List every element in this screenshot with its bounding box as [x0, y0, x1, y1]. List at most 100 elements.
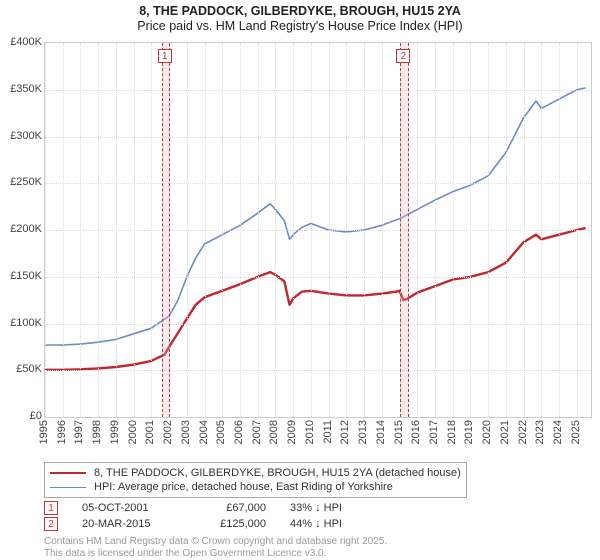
x-tick-label: 2008: [268, 420, 280, 444]
x-tick-label: 1998: [91, 420, 103, 444]
gridline-v: [470, 43, 471, 417]
gridline-v: [187, 43, 188, 417]
x-tick-label: 1997: [73, 420, 85, 444]
gridline-v: [45, 43, 46, 417]
event-price: £67,000: [196, 502, 266, 514]
gridline-v: [275, 43, 276, 417]
x-tick-label: 2023: [534, 420, 546, 444]
gridline-v: [151, 43, 152, 417]
y-tick-label: £400K: [2, 36, 42, 48]
x-tick-label: 2009: [286, 420, 298, 444]
gridline-v: [240, 43, 241, 417]
footer-line: This data is licensed under the Open Gov…: [44, 548, 387, 560]
x-tick-label: 2005: [215, 420, 227, 444]
footer-attribution: Contains HM Land Registry data © Crown c…: [44, 536, 387, 559]
x-tick-label: 2024: [552, 420, 564, 444]
event-price: £125,000: [196, 518, 266, 530]
gridline-v: [98, 43, 99, 417]
x-tick-label: 2003: [180, 420, 192, 444]
y-tick-label: £300K: [2, 130, 42, 142]
footer-line: Contains HM Land Registry data © Crown c…: [44, 536, 387, 548]
x-tick-label: 1996: [56, 420, 68, 444]
gridline-v: [116, 43, 117, 417]
gridline-v: [346, 43, 347, 417]
y-tick-label: £250K: [2, 176, 42, 188]
legend-item-hpi: HPI: Average price, detached house, East…: [50, 480, 461, 494]
x-tick-label: 2002: [162, 420, 174, 444]
x-tick-label: 2022: [517, 420, 529, 444]
y-tick-label: £150K: [2, 270, 42, 282]
y-tick-label: £100K: [2, 317, 42, 329]
gridline-v: [134, 43, 135, 417]
gridline-v: [417, 43, 418, 417]
x-tick-label: 2001: [144, 420, 156, 444]
gridline-h: [45, 277, 591, 278]
gridline-v: [311, 43, 312, 417]
gridline-v: [258, 43, 259, 417]
x-tick-label: 1999: [109, 420, 121, 444]
event-id-box: 1: [44, 501, 58, 515]
gridline-h: [45, 324, 591, 325]
gridline-v: [488, 43, 489, 417]
plot-area: 12: [44, 42, 592, 418]
gridline-v: [80, 43, 81, 417]
chart-subtitle: Price paid vs. HM Land Registry's House …: [0, 19, 600, 33]
legend-label: HPI: Average price, detached house, East…: [94, 481, 393, 493]
legend-swatch-hpi: [50, 487, 86, 488]
gridline-v: [364, 43, 365, 417]
x-tick-label: 1995: [38, 420, 50, 444]
y-tick-label: £50K: [2, 363, 42, 375]
event-marker-box: 1: [158, 49, 172, 63]
chart-title: 8, THE PADDOCK, GILBERDYKE, BROUGH, HU15…: [0, 4, 600, 18]
y-tick-label: £0: [2, 410, 42, 422]
x-tick-label: 2004: [198, 420, 210, 444]
gridline-v: [293, 43, 294, 417]
y-tick-label: £350K: [2, 83, 42, 95]
y-tick-label: £200K: [2, 223, 42, 235]
event-delta: 44% ↓ HPI: [290, 518, 380, 530]
x-tick-label: 2019: [463, 420, 475, 444]
x-tick-label: 2016: [410, 420, 422, 444]
x-tick-label: 2020: [481, 420, 493, 444]
x-tick-label: 2007: [251, 420, 263, 444]
event-marker-band: [162, 43, 170, 417]
legend: 8, THE PADDOCK, GILBERDYKE, BROUGH, HU15…: [44, 462, 467, 498]
chart-container: { "title": "8, THE PADDOCK, GILBERDYKE, …: [0, 0, 600, 560]
legend-swatch-property: [50, 472, 86, 474]
event-row: 1 05-OCT-2001 £67,000 33% ↓ HPI: [44, 500, 380, 516]
x-tick-label: 2018: [446, 420, 458, 444]
event-date: 20-MAR-2015: [82, 518, 172, 530]
gridline-h: [45, 137, 591, 138]
event-row: 2 20-MAR-2015 £125,000 44% ↓ HPI: [44, 516, 380, 532]
event-delta: 33% ↓ HPI: [290, 502, 380, 514]
event-marker-box: 2: [396, 49, 410, 63]
gridline-v: [453, 43, 454, 417]
x-tick-label: 2014: [375, 420, 387, 444]
x-tick-label: 2025: [570, 420, 582, 444]
x-tick-label: 2000: [127, 420, 139, 444]
x-tick-label: 2010: [304, 420, 316, 444]
gridline-h: [45, 230, 591, 231]
gridline-h: [45, 90, 591, 91]
gridline-v: [559, 43, 560, 417]
event-table: 1 05-OCT-2001 £67,000 33% ↓ HPI 2 20-MAR-2015…: [44, 500, 380, 532]
gridline-v: [63, 43, 64, 417]
gridline-v: [222, 43, 223, 417]
x-tick-label: 2012: [339, 420, 351, 444]
title-block: 8, THE PADDOCK, GILBERDYKE, BROUGH, HU15…: [0, 0, 600, 33]
gridline-h: [45, 370, 591, 371]
x-tick-label: 2017: [428, 420, 440, 444]
event-id-box: 2: [44, 517, 58, 531]
x-tick-label: 2015: [393, 420, 405, 444]
legend-item-property: 8, THE PADDOCK, GILBERDYKE, BROUGH, HU15…: [50, 466, 461, 480]
x-tick-label: 2011: [322, 420, 334, 444]
series-line-property: [45, 228, 586, 370]
x-tick-label: 2021: [499, 420, 511, 444]
gridline-v: [329, 43, 330, 417]
gridline-v: [382, 43, 383, 417]
gridline-v: [506, 43, 507, 417]
event-date: 05-OCT-2001: [82, 502, 172, 514]
x-tick-label: 2006: [233, 420, 245, 444]
x-tick-label: 2013: [357, 420, 369, 444]
gridline-v: [524, 43, 525, 417]
